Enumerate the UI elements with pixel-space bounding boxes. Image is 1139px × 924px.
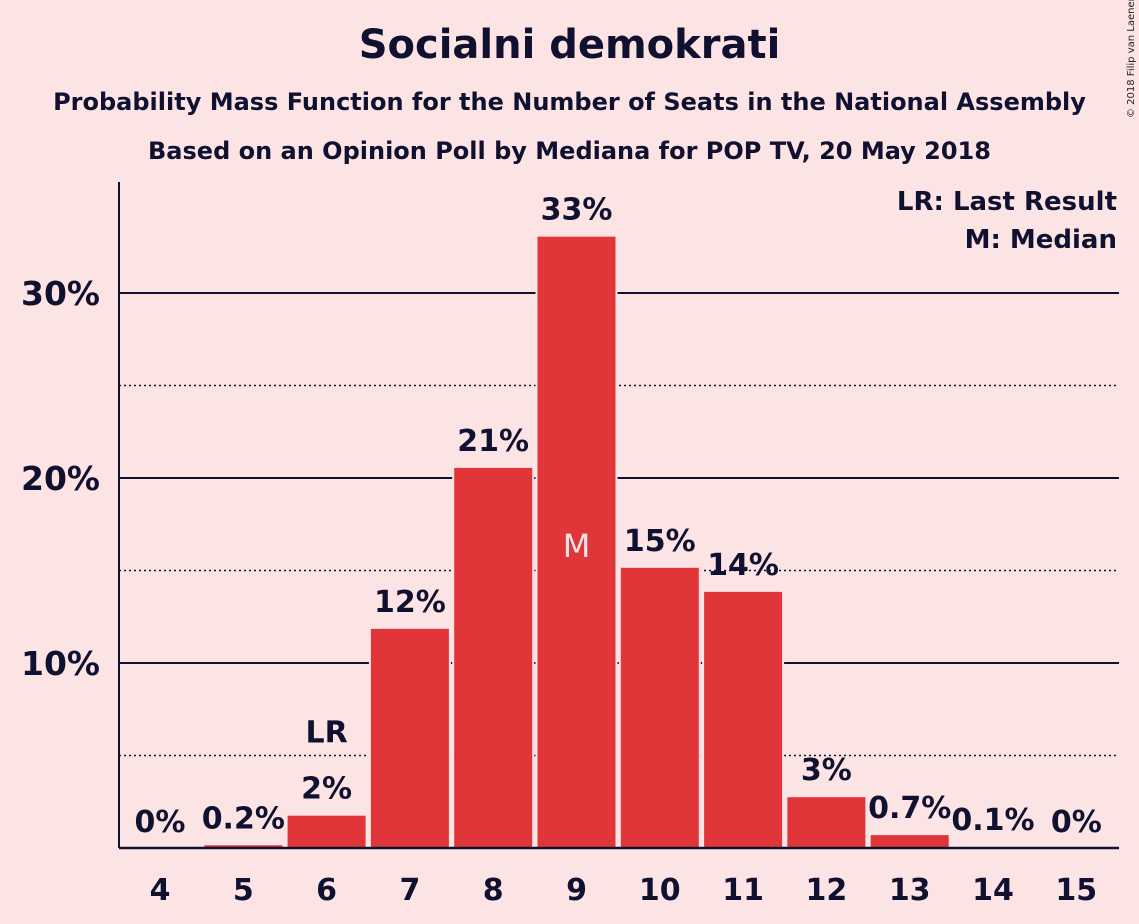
x-tick-label: 8 <box>483 873 504 908</box>
bar <box>618 565 701 849</box>
bar <box>285 813 368 850</box>
legend-item: M: Median <box>965 225 1117 255</box>
x-tick-label: 9 <box>566 873 587 908</box>
data-label: 0.1% <box>951 803 1034 838</box>
data-label: 0.2% <box>202 801 285 836</box>
last-result-marker: LR <box>305 716 347 751</box>
data-label: 0% <box>1051 805 1102 840</box>
y-tick-label: 20% <box>21 459 100 498</box>
median-marker: M <box>563 527 591 565</box>
bar <box>368 626 451 849</box>
bar <box>785 795 868 850</box>
bar <box>535 234 618 849</box>
x-tick-label: 6 <box>316 873 337 908</box>
data-label: 33% <box>541 193 613 228</box>
data-label: 0.7% <box>868 791 951 826</box>
y-tick-label: 10% <box>21 644 100 683</box>
data-label: 15% <box>624 524 696 559</box>
chart-subtitle-source: Based on an Opinion Poll by Mediana for … <box>148 137 991 165</box>
x-tick-label: 4 <box>150 873 171 908</box>
y-tick-label: 30% <box>21 274 100 313</box>
bar <box>452 465 535 849</box>
x-tick-label: 7 <box>399 873 420 908</box>
legend-item: LR: Last Result <box>897 187 1117 217</box>
data-label: 3% <box>801 753 852 788</box>
x-tick-label: 11 <box>722 873 764 908</box>
data-label: 0% <box>135 805 186 840</box>
data-label: 2% <box>301 772 352 807</box>
data-label: 21% <box>457 424 529 459</box>
x-tick-label: 15 <box>1055 873 1097 908</box>
bar <box>868 833 951 849</box>
chart-title: Socialni demokrati <box>358 22 781 68</box>
bar <box>702 589 785 849</box>
x-tick-label: 5 <box>233 873 254 908</box>
data-label: 12% <box>374 585 446 620</box>
data-label: 14% <box>707 548 779 583</box>
x-tick-label: 12 <box>806 873 848 908</box>
x-tick-label: 10 <box>639 873 681 908</box>
chart-subtitle: Probability Mass Function for the Number… <box>53 88 1086 116</box>
x-tick-label: 14 <box>972 873 1014 908</box>
x-tick-label: 13 <box>889 873 931 908</box>
